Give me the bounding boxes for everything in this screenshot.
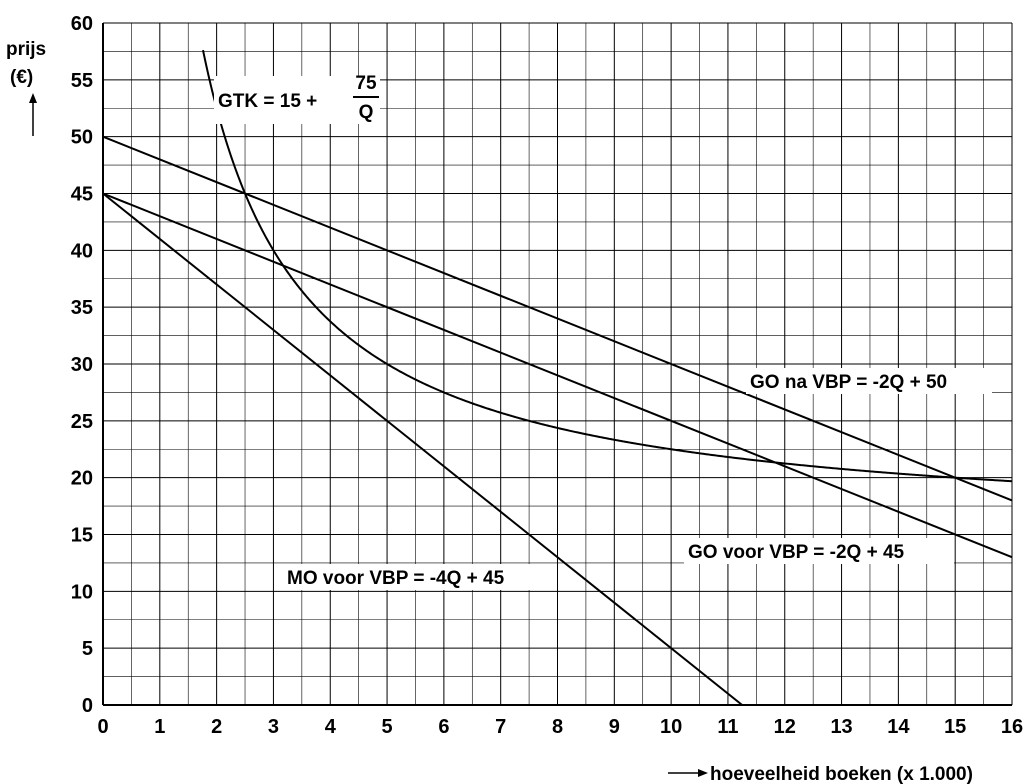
x-tick-label: 13 [830, 716, 852, 738]
major-grid [102, 22, 1013, 706]
x-tick-label: 9 [609, 716, 620, 738]
x-tick-label: 7 [495, 716, 506, 738]
y-tick-label: 0 [82, 695, 93, 717]
y-tick-label: 45 [71, 184, 93, 206]
chart-curves [102, 49, 1013, 706]
annotation-gtk: GTK = 15 + 75 Q [214, 73, 380, 124]
y-axis-label-line1: prijs [6, 39, 46, 60]
mo-voor-label: MO voor VBP = -4Q + 45 [287, 568, 505, 589]
gtk-denominator: Q [359, 102, 374, 123]
x-axis-title: hoeveelheid boeken (x 1.000) [668, 764, 973, 784]
x-tick-label: 0 [97, 716, 108, 738]
x-tick-label: 8 [552, 716, 563, 738]
gtk-prefix: GTK = 15 + [218, 91, 317, 112]
gtk-curve [202, 49, 1013, 483]
annotation-mo-voor: MO voor VBP = -4Q + 45 [283, 564, 555, 590]
axis-ticks: 0 1 2 3 4 5 6 7 8 9 10 11 12 13 14 15 160510152025303540… [71, 13, 1023, 738]
y-tick-label: 25 [71, 411, 93, 433]
x-tick-label: 6 [438, 716, 449, 738]
y-axis-arrowhead [29, 93, 37, 103]
x-tick-label: 1 [154, 716, 165, 738]
x-tick-label: 3 [268, 716, 279, 738]
y-tick-label: 40 [71, 240, 93, 262]
x-tick-label: 16 [1001, 716, 1023, 738]
x-axis-label: hoeveelheid boeken (x 1.000) [710, 764, 973, 784]
chart-annotations: GTK = 15 + 75 Q GO na VBP = -2Q + 50 GO … [214, 73, 992, 590]
y-tick-label: 60 [71, 13, 93, 35]
y-tick-label: 35 [71, 297, 93, 319]
go-na-vbp-line [102, 135, 1013, 502]
y-tick-label: 55 [71, 70, 93, 92]
annotation-go-na: GO na VBP = -2Q + 50 [746, 368, 992, 394]
annotation-go-voor: GO voor VBP = -2Q + 45 [684, 538, 954, 564]
y-axis-title: prijs (€) [6, 39, 46, 136]
y-tick-label: 30 [71, 354, 93, 376]
y-axis-label-line2: (€) [10, 67, 33, 88]
x-tick-label: 15 [944, 716, 966, 738]
gtk-numerator: 75 [355, 73, 377, 94]
x-tick-label: 5 [382, 716, 393, 738]
x-tick-label: 10 [660, 716, 682, 738]
x-tick-label: 14 [887, 716, 910, 738]
mo-voor-vbp-line [102, 192, 743, 706]
x-tick-label: 4 [325, 716, 337, 738]
y-tick-label: 50 [71, 127, 93, 149]
y-tick-label: 5 [82, 638, 93, 660]
x-axis-arrowhead [698, 769, 708, 777]
go-voor-label: GO voor VBP = -2Q + 45 [688, 542, 905, 563]
y-tick-label: 10 [71, 581, 93, 603]
y-tick-label: 15 [71, 525, 93, 547]
go-na-label: GO na VBP = -2Q + 50 [750, 372, 947, 393]
y-tick-label: 20 [71, 468, 93, 490]
x-tick-label: 2 [211, 716, 222, 738]
x-tick-label: 12 [774, 716, 796, 738]
x-tick-label: 11 [717, 716, 738, 738]
go-voor-vbp-line [102, 192, 1013, 559]
